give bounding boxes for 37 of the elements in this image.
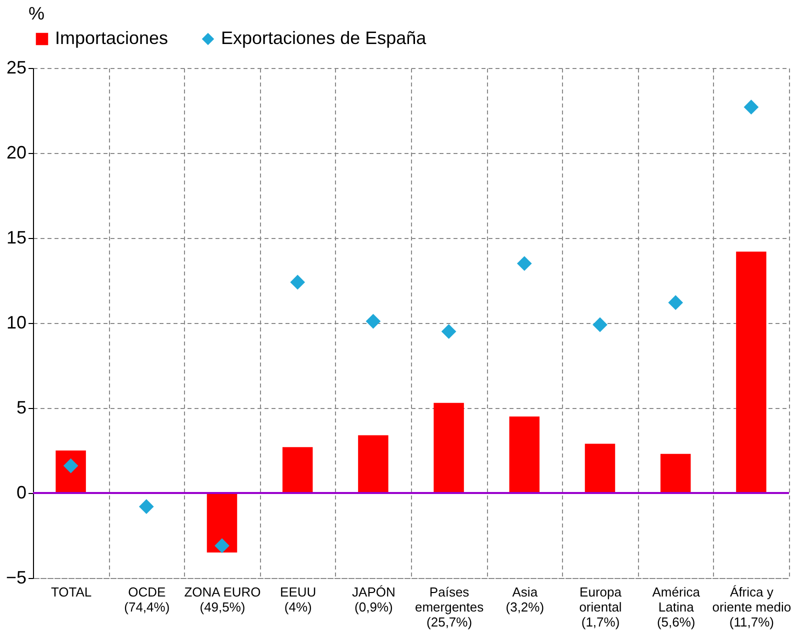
point	[366, 314, 381, 329]
y-tick-label: 10	[6, 312, 26, 332]
x-tick-label: EEUU (4%)	[280, 584, 316, 614]
x-tick-label: África y oriente medio (11,7%)	[712, 584, 792, 630]
x-tick-label: TOTAL	[50, 584, 92, 600]
y-axis-title: %	[28, 4, 45, 24]
point	[138, 499, 154, 514]
bar	[509, 416, 540, 493]
y-tick-label: 0	[16, 482, 26, 502]
bar	[206, 493, 238, 552]
point	[290, 274, 306, 290]
point	[516, 256, 532, 271]
x-tick-label: Países emergentes (25,7%)	[414, 584, 484, 630]
point	[441, 324, 456, 339]
x-tick-label: América Latina (5,6%)	[652, 584, 701, 630]
y-tick-label: 25	[6, 58, 26, 78]
bar	[660, 454, 691, 493]
point	[592, 317, 608, 332]
legend-label: Exportaciones de España	[221, 28, 428, 48]
x-tick-label: OCDE (74,4%)	[124, 584, 170, 614]
x-tick-label: ZONA EURO (49,5%)	[184, 584, 261, 614]
y-tick-label: 5	[16, 398, 26, 418]
x-tick-label: Europa oriental (1,7%)	[579, 584, 622, 630]
bar	[434, 402, 464, 493]
point	[744, 100, 759, 115]
x-tick-label: JAPÓN (0,9%)	[352, 584, 396, 614]
bar	[358, 435, 388, 493]
point	[214, 538, 230, 554]
point	[668, 295, 684, 310]
y-tick-label: −5	[6, 568, 26, 588]
x-tick-label: Asia (3,2%)	[506, 584, 544, 614]
bar	[282, 447, 313, 493]
y-tick-label: 15	[6, 228, 26, 248]
y-tick-label: 20	[6, 142, 26, 162]
bar	[584, 444, 616, 493]
legend-label: Importaciones	[55, 28, 168, 48]
bar	[736, 252, 766, 493]
